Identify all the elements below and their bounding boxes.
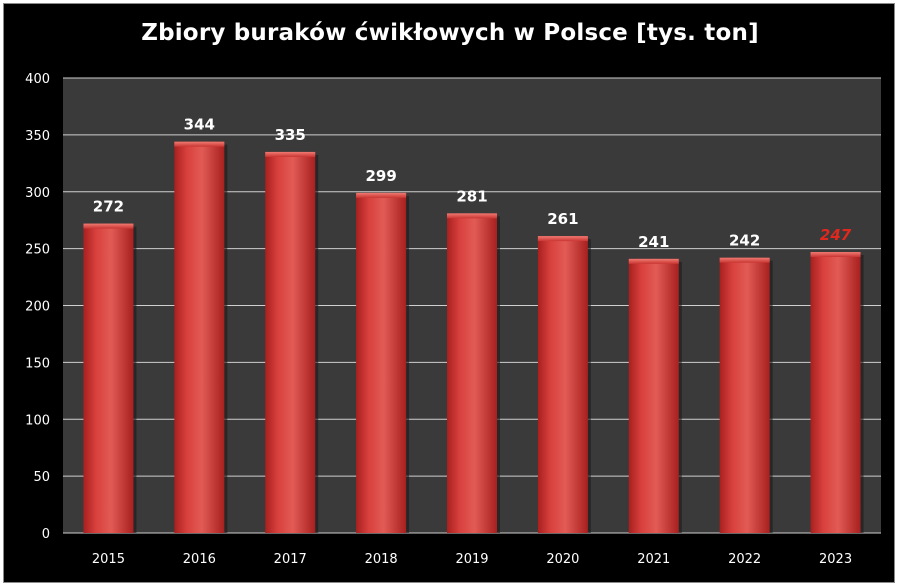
data-label: 242 bbox=[729, 232, 760, 250]
chart-frame: Zbiory buraków ćwikłowych w Polsce [tys.… bbox=[3, 3, 895, 583]
bar-cap bbox=[810, 252, 861, 258]
bar-cap bbox=[628, 258, 679, 264]
bar-cap bbox=[356, 192, 407, 198]
bar-chart: 0 50 100 150 200 250 300 350 400 272 2015 344 2016 33… bbox=[25, 72, 881, 567]
bar-cap bbox=[719, 257, 770, 263]
bar-cap bbox=[265, 151, 316, 157]
bar bbox=[810, 252, 861, 533]
y-tick-label: 400 bbox=[25, 72, 50, 87]
y-tick-label: 250 bbox=[25, 243, 50, 258]
bar bbox=[719, 257, 770, 533]
data-label: 281 bbox=[456, 187, 487, 205]
data-label: 272 bbox=[93, 198, 124, 216]
y-tick-label: 300 bbox=[25, 186, 50, 201]
y-tick-label: 200 bbox=[25, 300, 50, 315]
x-tick-label: 2022 bbox=[728, 552, 761, 567]
x-tick-label: 2019 bbox=[455, 552, 488, 567]
y-tick-label: 150 bbox=[25, 356, 50, 371]
bar bbox=[265, 151, 316, 533]
x-tick-label: 2018 bbox=[365, 552, 398, 567]
y-tick-label: 0 bbox=[42, 527, 50, 542]
bar bbox=[628, 258, 679, 533]
x-tick-label: 2016 bbox=[183, 552, 216, 567]
bar-cap bbox=[83, 223, 134, 229]
bar bbox=[174, 141, 225, 533]
data-label: 299 bbox=[365, 167, 396, 185]
y-tick-label: 350 bbox=[25, 129, 50, 144]
x-tick-label: 2015 bbox=[92, 552, 125, 567]
bar-cap bbox=[537, 236, 588, 242]
bar bbox=[537, 236, 588, 534]
x-tick-label: 2017 bbox=[274, 552, 307, 567]
data-label: 241 bbox=[638, 233, 669, 251]
bar-cap bbox=[447, 213, 497, 219]
x-tick-label: 2021 bbox=[637, 552, 670, 567]
bar-cap bbox=[174, 141, 225, 147]
y-tick-label: 100 bbox=[25, 413, 50, 428]
x-tick-label: 2020 bbox=[546, 552, 579, 567]
y-tick-label: 50 bbox=[33, 470, 50, 485]
bar bbox=[356, 192, 407, 533]
data-label: 261 bbox=[547, 210, 578, 228]
data-label: 344 bbox=[184, 116, 215, 134]
data-label: 247 bbox=[820, 226, 852, 244]
chart-title: Zbiory buraków ćwikłowych w Polsce [tys.… bbox=[141, 20, 759, 46]
bar bbox=[447, 213, 497, 534]
x-tick-label: 2023 bbox=[819, 552, 852, 567]
bar bbox=[83, 223, 134, 533]
data-label: 335 bbox=[275, 126, 306, 144]
